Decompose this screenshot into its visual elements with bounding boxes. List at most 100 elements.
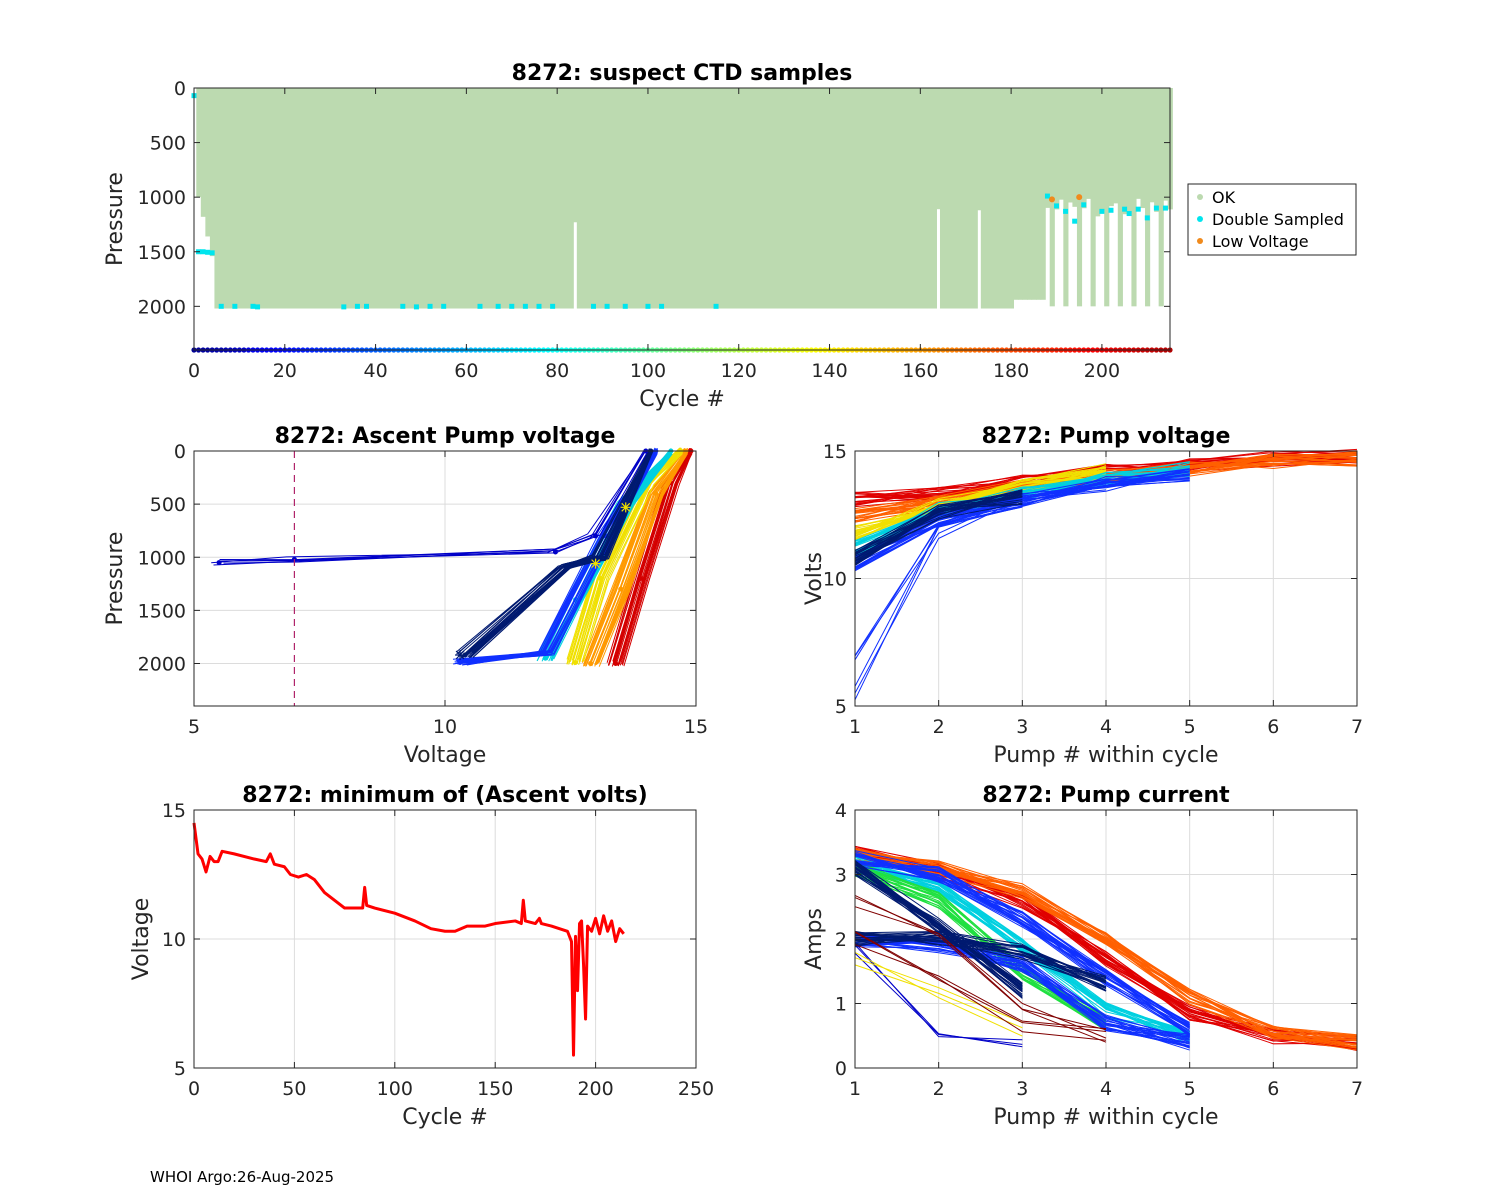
pumpv-xtick-label: 7: [1351, 716, 1363, 738]
ctd-ok-profile: [382, 88, 388, 309]
ctd-ok-profile: [868, 88, 874, 309]
ctd-ok-profile: [464, 88, 470, 309]
minv-title: 8272: minimum of (Ascent volts): [242, 783, 648, 808]
ctd-double-sampled-point: [509, 303, 515, 309]
ctd-double-sampled-point: [1054, 203, 1060, 209]
ctd-ok-profile: [327, 88, 334, 309]
pumpc-series-line: [854, 931, 1107, 988]
minv-xtick-label: 50: [282, 1078, 306, 1100]
pumpc-xtick-label: 2: [933, 1078, 945, 1100]
ascent-ytick-label: 1000: [138, 547, 186, 569]
ascent-series-point: [588, 661, 594, 666]
ctd-ok-profile: [591, 88, 597, 309]
ctd-xtick-label: 100: [630, 360, 666, 382]
ctd-legend-label: Double Sampled: [1212, 210, 1344, 229]
ctd-ok-profile: [377, 88, 383, 309]
ctd-ok-profile: [845, 88, 851, 309]
ctd-ok-profile: [1027, 88, 1033, 300]
pumpc-series-line: [854, 863, 1190, 1037]
ctd-ok-profile: [922, 88, 928, 309]
ctd-ok-profile: [713, 88, 719, 309]
ctd-ok-profile: [672, 88, 679, 309]
ctd-ok-profile: [618, 88, 624, 309]
ctd-ok-profile: [954, 88, 960, 309]
ascent-series-line: [584, 450, 686, 664]
ctd-ok-profile: [332, 88, 338, 309]
ctd-ok-profile: [686, 88, 692, 309]
ctd-ok-profile: [237, 88, 243, 309]
ctd-double-sampled-point: [645, 303, 651, 309]
ctd-ok-profile: [336, 88, 343, 309]
ctd-ok-profile: [899, 88, 906, 309]
ascent-series-line: [219, 449, 647, 562]
ctd-ok-profile: [459, 88, 465, 309]
ascent-xtick-label: 5: [188, 716, 200, 738]
ctd-ok-profile: [999, 88, 1005, 309]
ctd-ok-profile: [1149, 88, 1155, 203]
ctd-ok-profile: [1095, 88, 1101, 217]
ascent-series-point: [573, 659, 579, 665]
ascent-series-line: [619, 449, 693, 666]
minv-xtick-label: 150: [477, 1078, 513, 1100]
ascent-frame: 5 10 15 0 500 1000 1500 2000 8272: Ascent Pump v…: [103, 424, 708, 768]
ctd-ok-profile: [400, 88, 406, 309]
pumpv-frame: 1 2 3 4 5 6 7 5 10 15 8272: Pump voltage Pump # wit…: [802, 424, 1363, 768]
ctd-double-sampled-point: [536, 303, 542, 309]
ctd-ok-profile: [373, 88, 379, 309]
ctd-gap: [977, 210, 981, 312]
ctd-xtick-label: 20: [273, 360, 297, 382]
ctd-ok-profile: [750, 88, 756, 309]
ctd-ok-profile: [813, 88, 819, 309]
pumpc-xtick-label: 5: [1184, 1078, 1196, 1100]
ctd-ok-profile: [536, 88, 542, 309]
pumpv-series-line: [854, 483, 1107, 701]
ctd-ok-profile: [296, 88, 302, 309]
ctd-ok-profile: [818, 88, 824, 309]
ctd-ok-profile: [559, 88, 565, 309]
ctd-ok-profile: [849, 88, 856, 309]
ctd-ok-profile: [595, 88, 601, 309]
ctd-ok-profile: [741, 88, 747, 309]
ascent-series-point: [598, 554, 604, 560]
ctd-ok-profile: [745, 88, 751, 309]
ctd-double-sampled-point: [341, 304, 347, 310]
ctd-ok-profile: [250, 88, 256, 309]
ctd-ok-profile: [622, 88, 629, 309]
ctd-ok-profile: [1045, 88, 1051, 208]
pumpc-series-line: [854, 931, 1107, 1033]
ctd-ok-profile: [1040, 88, 1046, 300]
ascent-series-line: [592, 449, 687, 664]
ctd-ok-profile: [445, 88, 452, 309]
ctd-ok-profile: [1113, 88, 1119, 204]
ctd-legend: OK Double Sampled Low Voltage: [1187, 183, 1357, 256]
pumpc-series-line: [854, 871, 1023, 992]
ctd-ok-profile: [495, 88, 502, 309]
ascent-series-line: [578, 450, 683, 660]
ctd-ok-profile: [654, 88, 660, 309]
ctd-xtick-label: 80: [545, 360, 569, 382]
ctd-ok-profile: [486, 88, 492, 309]
ctd-ok-profile: [786, 88, 792, 309]
ascent-ylabel: Pressure: [103, 532, 128, 626]
ctd-double-sampled-point: [1108, 207, 1114, 213]
ascent-ytick-label: 0: [174, 441, 186, 463]
ctd-ok-profile: [268, 88, 275, 309]
ctd-ok-profile: [1145, 88, 1151, 307]
ctd-xtick-label: 0: [188, 360, 200, 382]
ctd-double-sampled-point: [659, 303, 665, 309]
ctd-ok-profile: [1117, 88, 1123, 307]
pumpc-xlabel: Pump # within cycle: [993, 1105, 1218, 1130]
ctd-plot: [191, 88, 1173, 353]
ascent-series-line: [583, 451, 683, 661]
pumpv-title: 8272: Pump voltage: [982, 424, 1231, 449]
pumpv-series-line: [854, 477, 1107, 535]
ascent-series-point: [462, 652, 468, 658]
pumpv-plot: [854, 448, 1358, 701]
ctd-ok-profile: [1031, 88, 1037, 300]
ctd-ok-profile: [668, 88, 674, 309]
ctd-ok-profile: [645, 88, 651, 309]
ctd-ok-profile: [772, 88, 778, 309]
ctd-ok-profile: [877, 88, 883, 309]
ctd-ok-profile: [1036, 88, 1042, 300]
